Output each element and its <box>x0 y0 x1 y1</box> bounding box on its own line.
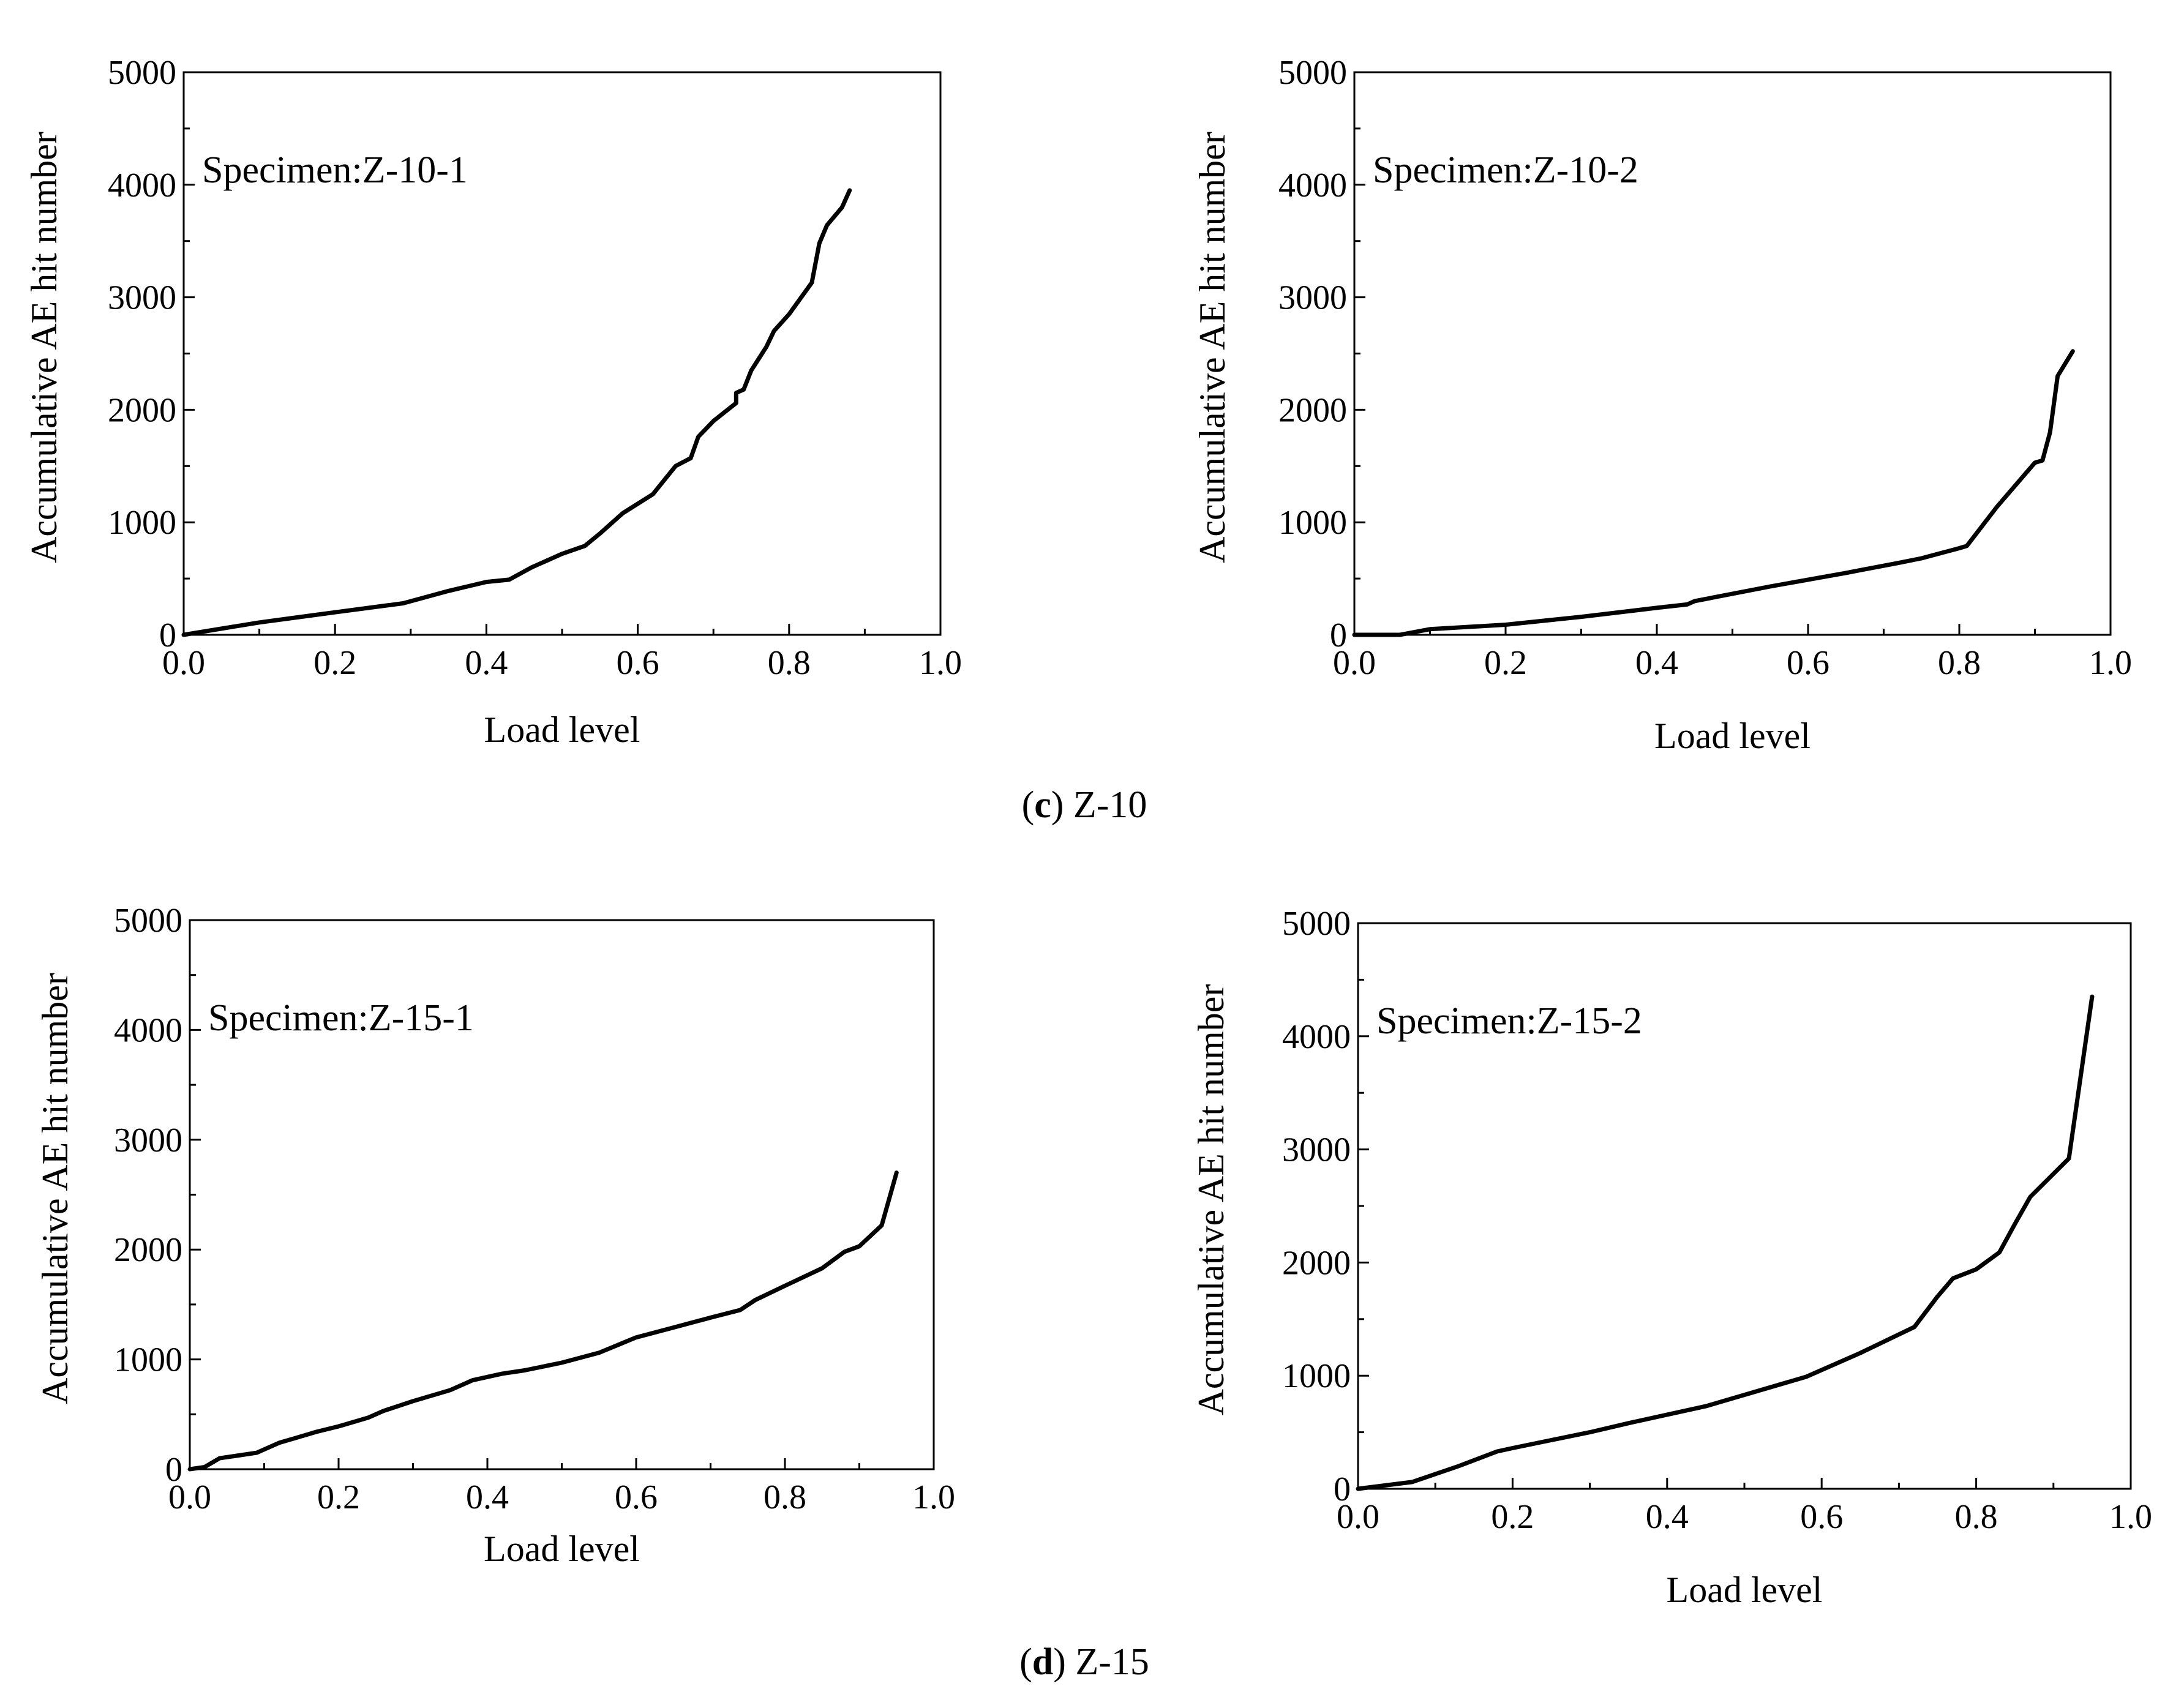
y-tick-label: 3000 <box>108 279 176 317</box>
x-tick-label: 0.4 <box>1635 644 1678 682</box>
y-tick-label: 0 <box>1330 616 1347 654</box>
x-tick-label: 0.2 <box>317 1478 360 1516</box>
x-tick-label: 0.0 <box>1333 644 1376 682</box>
y-tick-label: 4000 <box>108 167 176 204</box>
x-tick-label: 0.8 <box>768 644 811 682</box>
chart-z-10-2: 0.0 0.2 0.4 0.6 0.8 1.0 0 1000 2000 3000 4000 5000 L… <box>1192 54 2132 756</box>
x-tick-label: 0.8 <box>764 1478 806 1516</box>
x-tick-label: 0.0 <box>162 644 205 682</box>
y-axis-title: Accumulative AE hit number <box>35 973 75 1404</box>
y-tick-label: 0 <box>165 1451 182 1489</box>
x-tick-label: 0.2 <box>1484 644 1527 682</box>
specimen-label: Specimen:Z-15-1 <box>208 997 474 1039</box>
y-tick-label: 5000 <box>1282 905 1351 943</box>
y-tick-label: 0 <box>159 616 176 654</box>
x-axis-title: Load level <box>1667 1570 1823 1610</box>
y-tick-label: 2000 <box>108 391 176 429</box>
y-axis-title: Accumulative AE hit number <box>1192 132 1233 563</box>
y-axis-title: Accumulative AE hit number <box>1191 984 1231 1416</box>
specimen-label: Specimen:Z-15-2 <box>1376 1000 1642 1042</box>
y-tick-label: 1000 <box>1282 1357 1351 1395</box>
series-line-z-10-1 <box>181 188 852 637</box>
x-tick-label: 0.0 <box>1337 1498 1379 1536</box>
y-tick-label: 1000 <box>108 504 176 542</box>
x-tick-label: 0.6 <box>615 1478 658 1516</box>
y-tick-label: 0 <box>1334 1470 1351 1508</box>
chart-z-15-2: 0.0 0.2 0.4 0.6 0.8 1.0 0 1000 2000 3000 4000 5000 L… <box>1191 905 2152 1610</box>
series-line-z-10-2 <box>1352 349 2075 637</box>
x-tick-label: 0.6 <box>1800 1498 1843 1536</box>
x-tick-label: 1.0 <box>2089 644 2132 682</box>
series-line-z-15-2 <box>1356 994 2095 1491</box>
y-tick-label: 5000 <box>114 902 182 940</box>
y-tick-label: 3000 <box>1278 279 1347 317</box>
y-tick-label: 3000 <box>1282 1131 1351 1169</box>
y-tick-label: 2000 <box>1278 391 1347 429</box>
x-tick-label: 0.4 <box>1646 1498 1689 1536</box>
chart-z-15-1: 0.0 0.2 0.4 0.6 0.8 1.0 0 1000 2000 3000 4000 5000 L… <box>35 902 955 1569</box>
x-tick-label: 1.0 <box>919 644 962 682</box>
y-tick-label: 4000 <box>114 1011 182 1049</box>
y-tick-label: 4000 <box>1278 167 1347 204</box>
specimen-label: Specimen:Z-10-2 <box>1373 149 1638 191</box>
x-tick-label: 0.2 <box>1491 1498 1534 1536</box>
y-tick-label: 1000 <box>114 1341 182 1379</box>
x-axis-title: Load level <box>1654 716 1811 756</box>
x-tick-label: 0.8 <box>1938 644 1981 682</box>
x-axis-title: Load level <box>484 1529 640 1569</box>
x-tick-label: 0.6 <box>1787 644 1829 682</box>
series-line-z-15-1 <box>187 1170 899 1472</box>
y-tick-label: 4000 <box>1282 1018 1351 1056</box>
x-tick-label: 0.4 <box>466 1478 509 1516</box>
y-tick-label: 2000 <box>1282 1244 1351 1282</box>
specimen-label: Specimen:Z-10-1 <box>202 149 468 191</box>
x-tick-label: 1.0 <box>912 1478 955 1516</box>
x-tick-label: 0.0 <box>168 1478 211 1516</box>
y-tick-label: 5000 <box>1278 54 1347 92</box>
chart-z-10-1: 0.0 0.2 0.4 0.6 0.8 1.0 0 1000 2000 3000 4000 5000 L… <box>24 54 962 750</box>
x-tick-label: 0.2 <box>313 644 356 682</box>
y-axis-title: Accumulative AE hit number <box>24 132 64 563</box>
caption-d: (d) Z-15 <box>1019 1641 1149 1683</box>
y-tick-label: 1000 <box>1278 504 1347 542</box>
caption-c: (c) Z-10 <box>1022 784 1147 826</box>
y-tick-label: 2000 <box>114 1231 182 1269</box>
x-tick-label: 1.0 <box>2109 1498 2152 1536</box>
x-axis-title: Load level <box>484 710 640 750</box>
x-tick-label: 0.6 <box>617 644 659 682</box>
y-tick-label: 5000 <box>108 54 176 92</box>
x-tick-label: 0.4 <box>465 644 508 682</box>
x-tick-label: 0.8 <box>1955 1498 1998 1536</box>
y-tick-label: 3000 <box>114 1121 182 1159</box>
